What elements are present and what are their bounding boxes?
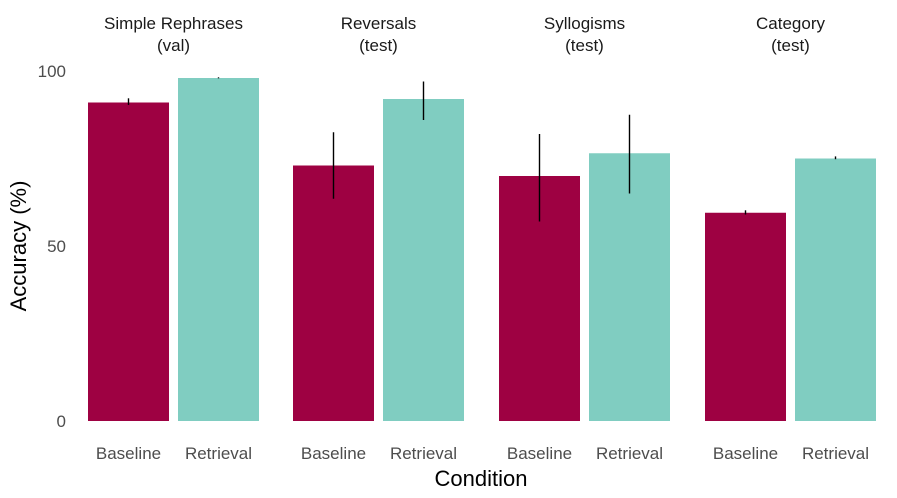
bar-baseline bbox=[705, 212, 786, 421]
bar-retrieval bbox=[795, 158, 876, 421]
facet-title: Simple Rephrases bbox=[104, 14, 243, 33]
x-tick-label: Retrieval bbox=[802, 444, 869, 463]
facet-title: Reversals bbox=[341, 14, 417, 33]
bar-retrieval bbox=[383, 99, 464, 421]
facet-title: Category bbox=[756, 14, 825, 33]
x-tick-label: Baseline bbox=[96, 444, 161, 463]
facet-subtitle: (test) bbox=[359, 36, 398, 55]
bar-retrieval bbox=[589, 153, 670, 421]
bar-baseline bbox=[88, 102, 169, 421]
facet-subtitle: (test) bbox=[565, 36, 604, 55]
x-tick-label: Baseline bbox=[713, 444, 778, 463]
facet-subtitle: (val) bbox=[157, 36, 190, 55]
bar-retrieval bbox=[178, 78, 259, 421]
x-tick-label: Retrieval bbox=[185, 444, 252, 463]
x-tick-label: Baseline bbox=[507, 444, 572, 463]
facet-subtitle: (test) bbox=[771, 36, 810, 55]
x-axis-title: Condition bbox=[435, 466, 528, 491]
y-axis-title: Accuracy (%) bbox=[6, 181, 31, 312]
x-tick-label: Baseline bbox=[301, 444, 366, 463]
bar-baseline bbox=[293, 165, 374, 421]
facet-title: Syllogisms bbox=[544, 14, 625, 33]
x-tick-label: Retrieval bbox=[596, 444, 663, 463]
y-tick-label: 100 bbox=[38, 62, 66, 81]
y-tick-label: 50 bbox=[47, 237, 66, 256]
x-tick-label: Retrieval bbox=[390, 444, 457, 463]
y-tick-label: 0 bbox=[57, 412, 66, 431]
